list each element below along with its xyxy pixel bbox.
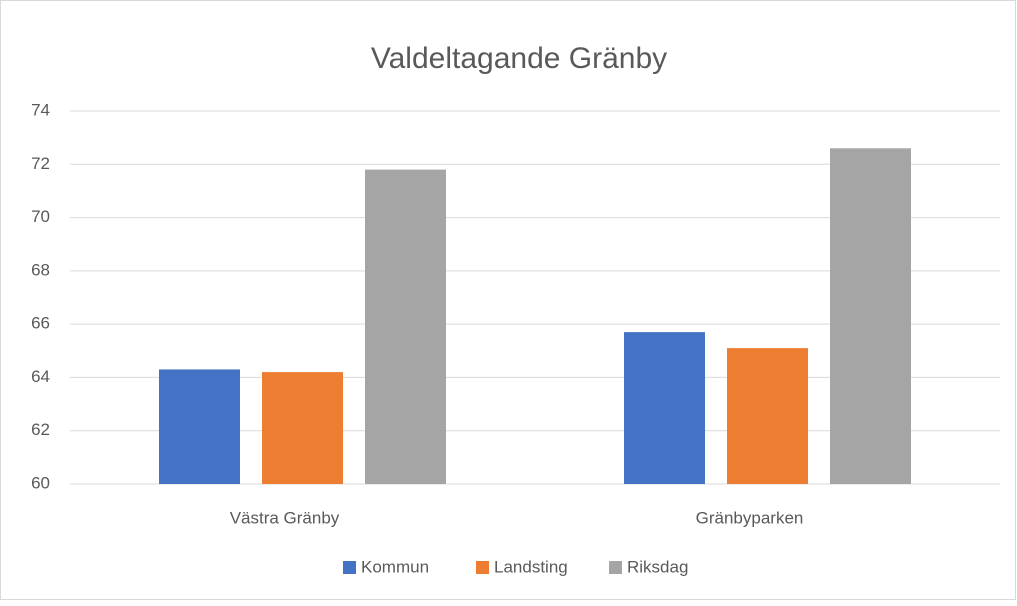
y-tick-label: 72 <box>31 154 50 173</box>
y-tick-label: 70 <box>31 207 50 226</box>
y-tick-label: 68 <box>31 260 50 279</box>
bar <box>159 369 240 484</box>
legend-swatch <box>609 561 622 574</box>
bar <box>365 169 446 484</box>
bar <box>830 148 911 485</box>
y-tick-label: 62 <box>31 420 50 439</box>
y-tick-label: 66 <box>31 314 50 333</box>
bar <box>624 332 705 484</box>
x-tick-label: Gränbyparken <box>696 508 804 527</box>
chart-title: Valdeltagande Gränby <box>371 42 667 75</box>
legend-label: Riksdag <box>627 557 688 576</box>
legend-label: Landsting <box>494 557 568 576</box>
bar <box>262 372 343 484</box>
y-tick-label: 64 <box>31 367 50 386</box>
bar <box>727 348 808 484</box>
legend-swatch <box>476 561 489 574</box>
x-tick-label: Västra Gränby <box>230 508 340 527</box>
legend-swatch <box>343 561 356 574</box>
y-tick-label: 60 <box>31 473 50 492</box>
y-tick-label: 74 <box>31 100 50 119</box>
legend-label: Kommun <box>361 557 429 576</box>
